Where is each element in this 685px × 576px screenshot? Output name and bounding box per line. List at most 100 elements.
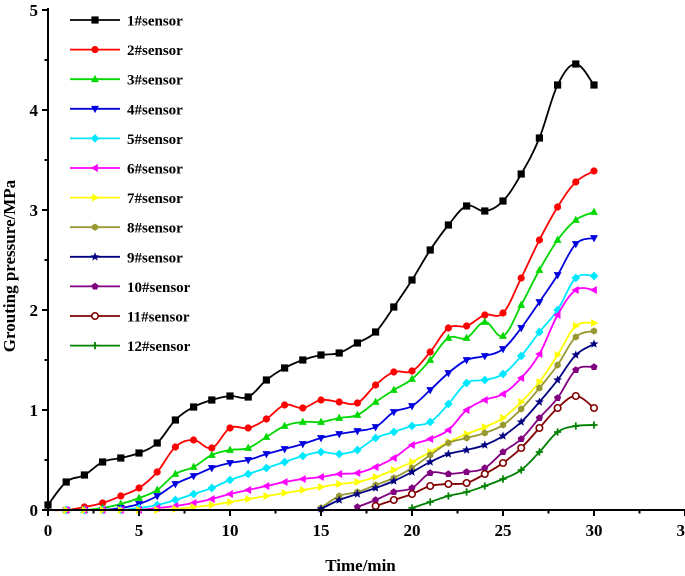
data-point — [243, 469, 253, 479]
legend-label: 3#sensor — [127, 73, 183, 89]
legend-label: 12#sensor — [127, 339, 191, 355]
data-point — [353, 445, 362, 455]
legend-swatch-marker — [90, 164, 98, 172]
series-line-9 — [320, 343, 595, 510]
data-point — [498, 431, 508, 440]
data-point — [444, 492, 452, 500]
data-point — [190, 436, 198, 444]
series-8 — [317, 327, 598, 512]
data-point — [389, 427, 399, 437]
data-point — [372, 496, 380, 504]
legend-swatch-marker — [91, 74, 99, 83]
data-point — [407, 489, 417, 499]
data-point — [571, 215, 580, 223]
data-point — [208, 396, 216, 404]
data-point — [353, 469, 361, 477]
data-point — [317, 396, 325, 404]
data-point — [444, 470, 452, 478]
data-point — [243, 486, 252, 494]
series-line-8 — [320, 330, 595, 509]
data-point — [499, 309, 507, 317]
data-point — [316, 473, 324, 481]
data-point — [463, 202, 471, 210]
x-tick-label: 5 — [135, 521, 144, 540]
data-point — [171, 495, 180, 505]
series-5 — [47, 271, 599, 515]
data-point — [445, 439, 452, 447]
data-point — [153, 468, 161, 476]
data-point — [499, 346, 507, 354]
data-point — [117, 492, 125, 500]
data-point — [462, 445, 472, 454]
data-point — [135, 484, 143, 492]
series-9 — [316, 339, 599, 513]
y-tick-label: 4 — [30, 101, 39, 120]
data-point — [591, 319, 599, 327]
data-point — [189, 489, 198, 499]
y-tick-label: 2 — [30, 301, 39, 320]
x-tick-label: 30 — [586, 521, 603, 540]
data-point — [462, 406, 470, 414]
data-point — [536, 384, 543, 392]
data-point — [262, 463, 271, 473]
data-point — [590, 167, 598, 175]
data-point — [571, 273, 581, 283]
data-point — [425, 417, 435, 427]
data-point — [371, 424, 380, 432]
data-point — [425, 435, 434, 443]
data-point — [572, 60, 580, 68]
data-point — [153, 485, 162, 493]
data-point — [226, 460, 234, 468]
data-point — [553, 375, 563, 384]
data-point — [280, 421, 289, 429]
data-point — [372, 381, 380, 389]
data-point — [245, 495, 253, 503]
data-point — [572, 366, 580, 374]
data-point — [554, 394, 562, 402]
legend-label: 2#sensor — [127, 43, 183, 59]
data-point — [280, 478, 288, 486]
data-point — [426, 246, 434, 254]
data-point — [480, 375, 490, 385]
legend-entry: 1#sensor — [70, 14, 183, 30]
data-point — [553, 305, 562, 315]
data-point — [426, 469, 434, 477]
data-point — [517, 300, 526, 308]
data-point — [316, 447, 326, 457]
legend-label: 1#sensor — [127, 14, 183, 30]
data-point — [589, 286, 597, 294]
data-point — [171, 416, 179, 424]
data-point — [189, 462, 198, 470]
data-point — [353, 410, 362, 418]
data-point — [371, 483, 381, 492]
data-point — [299, 486, 308, 494]
data-point — [299, 356, 307, 364]
x-tick-label: 25 — [495, 521, 512, 540]
data-point — [153, 439, 161, 447]
data-point — [189, 473, 198, 481]
data-point — [409, 458, 417, 466]
data-point — [390, 303, 398, 311]
data-point — [225, 490, 233, 498]
data-point — [463, 434, 470, 442]
data-point — [517, 170, 525, 178]
data-point — [62, 478, 70, 486]
axes-layer: 0 5 10 15 20 25 30 35 0 1 2 3 4 5 — [30, 1, 685, 540]
data-point — [389, 454, 397, 462]
data-point — [444, 324, 452, 332]
data-point — [263, 492, 271, 500]
data-point — [135, 449, 143, 457]
data-point — [408, 403, 416, 411]
data-point — [171, 481, 180, 489]
data-point — [135, 493, 143, 501]
data-point — [590, 421, 598, 429]
legend-label: 5#sensor — [127, 132, 183, 148]
legend-entry: 5#sensor — [70, 132, 183, 148]
y-tick-label: 3 — [30, 201, 39, 220]
data-point — [190, 503, 198, 511]
data-point — [554, 361, 561, 369]
data-point — [499, 448, 507, 456]
data-point — [535, 265, 544, 273]
data-point — [171, 469, 180, 477]
